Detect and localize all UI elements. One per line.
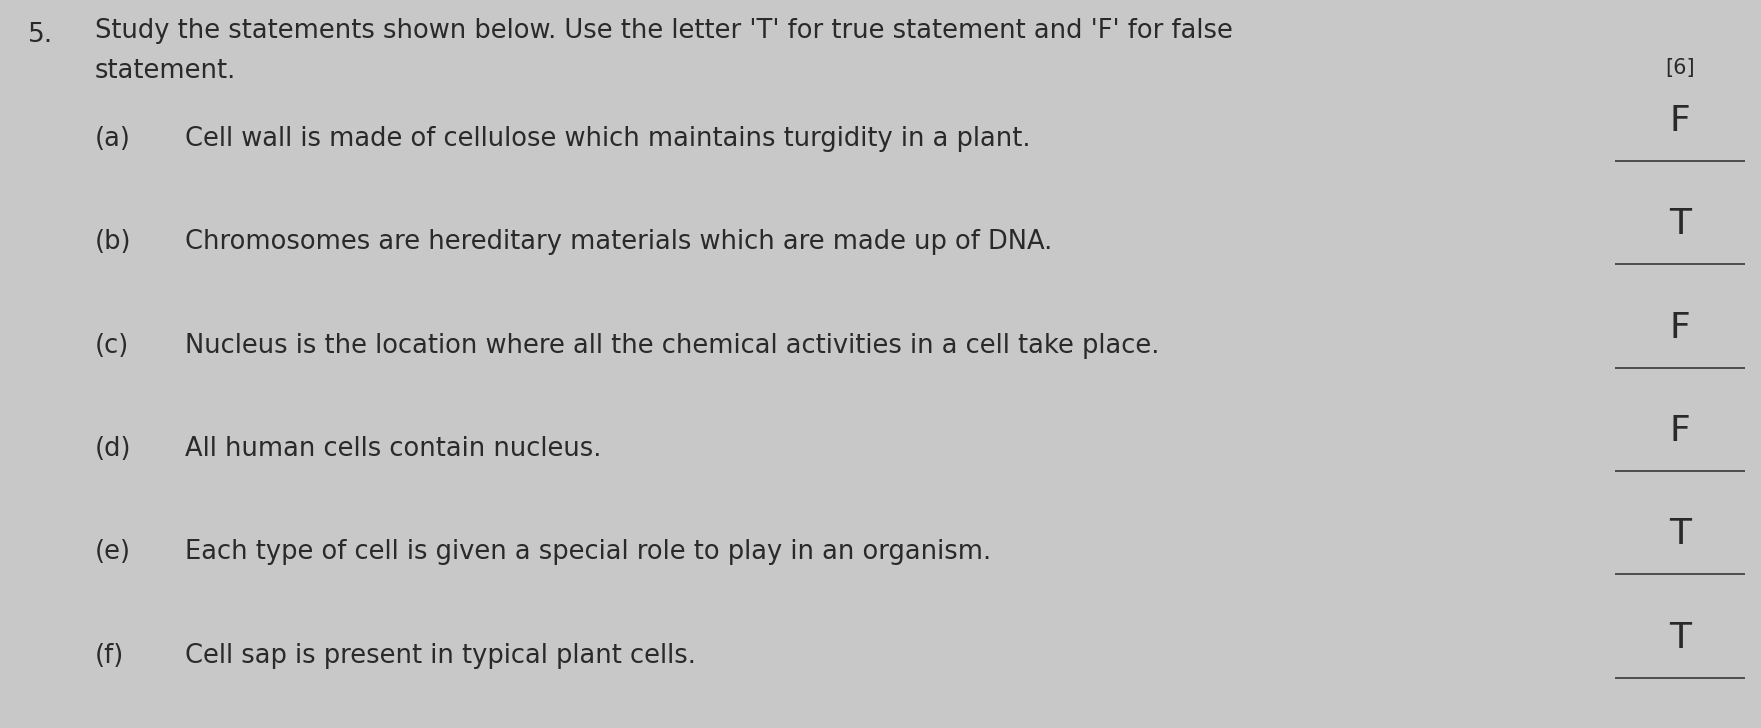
Text: (e): (e): [95, 539, 130, 566]
Text: Study the statements shown below. Use the letter 'T' for true statement and 'F' : Study the statements shown below. Use th…: [95, 18, 1233, 44]
Text: [6]: [6]: [1666, 58, 1694, 78]
Text: Cell wall is made of cellulose which maintains turgidity in a plant.: Cell wall is made of cellulose which mai…: [185, 126, 1030, 152]
Text: Nucleus is the location where all the chemical activities in a cell take place.: Nucleus is the location where all the ch…: [185, 333, 1159, 359]
Text: Each type of cell is given a special role to play in an organism.: Each type of cell is given a special rol…: [185, 539, 991, 566]
Text: (a): (a): [95, 126, 130, 152]
Text: (b): (b): [95, 229, 132, 256]
Text: (c): (c): [95, 333, 129, 359]
Text: T: T: [1669, 207, 1691, 242]
Text: 5.: 5.: [28, 22, 53, 48]
Text: (f): (f): [95, 643, 125, 668]
Text: F: F: [1669, 414, 1691, 448]
Text: Chromosomes are hereditary materials which are made up of DNA.: Chromosomes are hereditary materials whi…: [185, 229, 1053, 256]
Text: (d): (d): [95, 436, 132, 462]
Text: T: T: [1669, 518, 1691, 551]
Text: Cell sap is present in typical plant cells.: Cell sap is present in typical plant cel…: [185, 643, 696, 668]
Text: All human cells contain nucleus.: All human cells contain nucleus.: [185, 436, 601, 462]
Text: F: F: [1669, 311, 1691, 344]
Text: F: F: [1669, 104, 1691, 138]
Text: T: T: [1669, 621, 1691, 654]
Text: statement.: statement.: [95, 58, 236, 84]
